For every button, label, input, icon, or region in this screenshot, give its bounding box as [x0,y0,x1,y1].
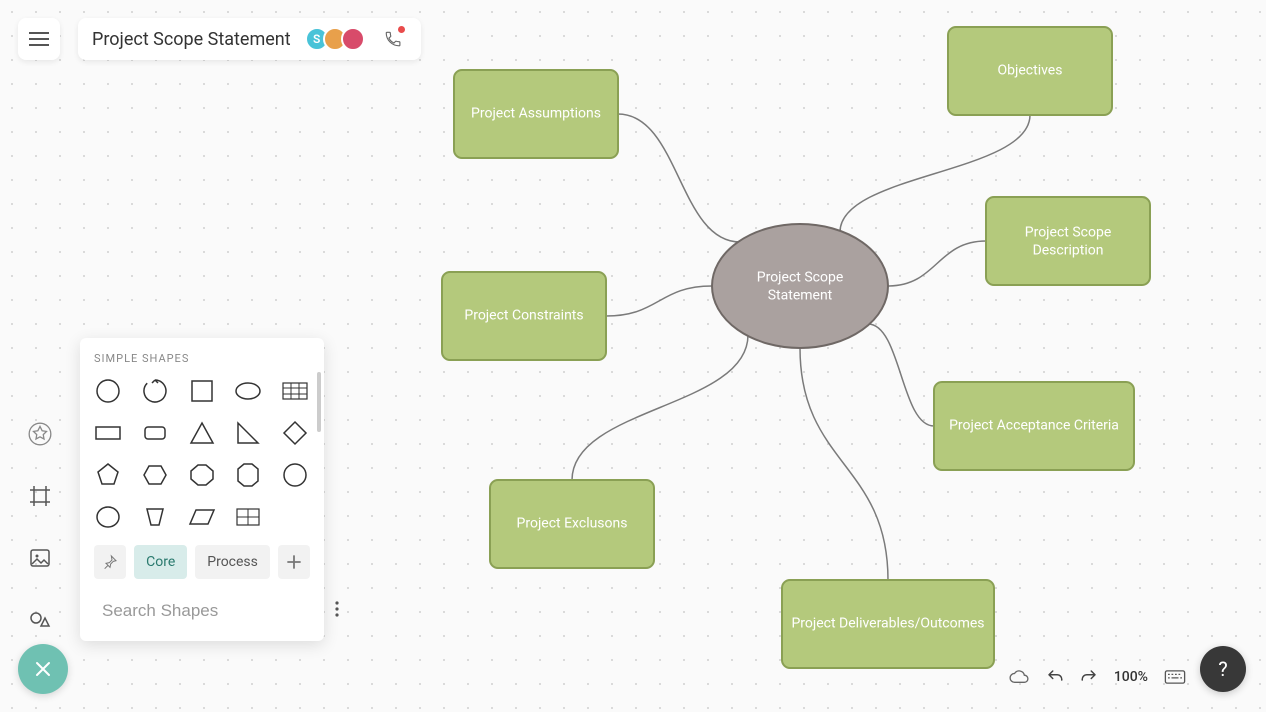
call-button[interactable] [379,25,407,53]
shape-search-row [94,591,310,631]
shape-option[interactable] [234,377,262,405]
shape-grid [94,377,310,531]
shape-icon [281,461,309,489]
shape-icon [188,419,216,447]
shape-icon [141,461,169,489]
core-category-chip[interactable]: Core [134,545,187,579]
shape-option[interactable] [281,377,309,405]
diagram-node-label: Project Constraints [464,308,583,324]
shape-option[interactable] [234,461,262,489]
help-button[interactable]: ? [1200,646,1246,692]
redo-button[interactable] [1080,668,1098,686]
shape-option[interactable] [141,377,169,405]
shapes-draw-icon [28,608,52,632]
frame-tool-button[interactable] [22,478,58,514]
plus-icon [287,555,301,569]
diagram-node-label: Project Exclusons [517,516,628,532]
star-icon [27,421,53,447]
center-node-label: Statement [768,288,833,304]
shape-icon [94,503,122,531]
diagram-node-scopedesc[interactable] [986,197,1150,285]
collaborator-avatars: S [305,27,365,51]
shape-icon [94,419,122,447]
close-icon [34,660,52,678]
cloud-icon [1008,669,1030,685]
center-node[interactable] [712,224,888,348]
shape-icon [281,419,309,447]
pin-icon [102,554,118,570]
shape-option[interactable] [281,461,309,489]
process-category-chip[interactable]: Process [195,545,270,579]
hamburger-icon [29,32,49,46]
undo-icon [1046,668,1064,686]
shape-option[interactable] [188,377,216,405]
shape-icon [234,419,262,447]
shape-option[interactable] [141,461,169,489]
zoom-level[interactable]: 100% [1114,669,1148,685]
cloud-sync-button[interactable] [1008,669,1030,685]
shape-icon [188,377,216,405]
shape-search-input[interactable] [102,601,323,621]
shapes-panel-heading: SIMPLE SHAPES [94,352,310,365]
panel-scrollbar[interactable] [317,372,321,432]
frame-icon [28,484,52,508]
draw-tool-button[interactable] [22,602,58,638]
left-rail [22,416,58,638]
redo-icon [1080,668,1098,686]
category-row: Core Process [94,545,310,579]
undo-button[interactable] [1046,668,1064,686]
close-panel-button[interactable] [18,644,68,694]
shape-option[interactable] [94,377,122,405]
diagram-node-label: Objectives [998,63,1063,79]
shape-option[interactable] [234,503,262,531]
shape-option[interactable] [281,419,309,447]
shape-icon [188,503,216,531]
shape-icon [141,419,169,447]
diagram-node-label: Project Assumptions [471,106,601,122]
pin-category-button[interactable] [94,545,126,579]
shape-icon [188,461,216,489]
diagram-node-label: Project Deliverables/Outcomes [791,616,984,632]
shape-icon [234,461,262,489]
diagram-node-label: Description [1033,243,1104,259]
document-title[interactable]: Project Scope Statement [92,29,291,50]
image-tool-button[interactable] [22,540,58,576]
kebab-icon [335,601,339,617]
add-category-button[interactable] [278,545,310,579]
shape-icon [94,377,122,405]
shape-icon [141,503,169,531]
shape-option[interactable] [141,419,169,447]
keyboard-shortcuts-button[interactable] [1164,670,1186,684]
shapes-tool-button[interactable] [22,416,58,452]
shape-option[interactable] [188,503,216,531]
center-node-label: Project Scope [757,270,844,286]
shapes-panel: SIMPLE SHAPES Core Process [80,338,324,641]
call-notification-dot [398,26,405,33]
shape-icon [141,377,169,405]
shape-search-more-button[interactable] [331,597,343,626]
question-icon: ? [1218,657,1227,681]
shape-option[interactable] [94,503,122,531]
shape-icon [281,377,309,405]
title-bar: Project Scope Statement S [78,18,421,60]
image-icon [28,546,52,570]
keyboard-icon [1164,670,1186,684]
shape-icon [94,461,122,489]
shape-option[interactable] [141,503,169,531]
shape-option[interactable] [94,461,122,489]
shape-icon [234,377,262,405]
shape-option[interactable] [188,419,216,447]
diagram-node-label: Project Scope [1025,225,1112,241]
collaborator-avatar[interactable] [341,27,365,51]
shape-option[interactable] [234,419,262,447]
shape-option[interactable] [188,461,216,489]
bottom-right-controls: 100% [1008,668,1186,686]
diagram-node-label: Project Acceptance Criteria [949,418,1119,434]
shape-icon [234,503,262,531]
phone-icon [384,30,402,48]
menu-button[interactable] [18,18,60,60]
shape-option[interactable] [94,419,122,447]
